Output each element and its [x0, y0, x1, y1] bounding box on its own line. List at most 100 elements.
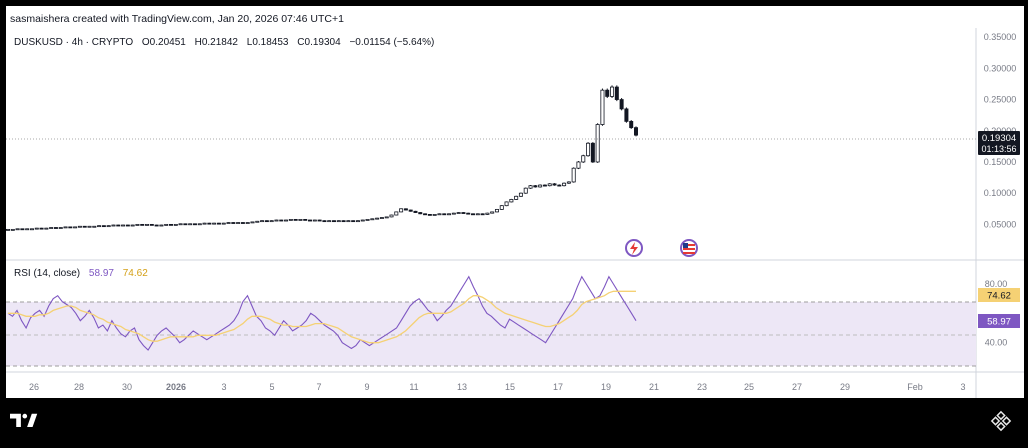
- candle-body: [53, 227, 58, 229]
- candle-body: [370, 218, 375, 221]
- candle-body: [394, 211, 399, 216]
- candle-body: [542, 184, 547, 187]
- candle-body: [494, 209, 499, 213]
- candle-body: [490, 211, 495, 214]
- candle-body: [379, 217, 384, 219]
- legend-low-label: L: [247, 37, 253, 48]
- candle-body: [77, 225, 82, 228]
- rsi-ma-line: [8, 290, 636, 344]
- candlestick-series: [6, 85, 639, 231]
- candle-body: [97, 225, 102, 228]
- tradingview-logo[interactable]: [10, 411, 44, 429]
- candle-body: [164, 223, 169, 226]
- candle-body: [58, 227, 63, 229]
- candle-body: [125, 224, 130, 227]
- candle-body: [331, 220, 336, 223]
- candle-body: [101, 225, 106, 228]
- candle-body: [341, 220, 346, 223]
- time-tick-label: 28: [74, 382, 84, 392]
- candle-body: [528, 185, 533, 189]
- time-tick-label: 5: [269, 382, 274, 392]
- candle-body: [255, 220, 260, 223]
- time-tick-label: Feb: [907, 382, 923, 392]
- event-us-flag-icon[interactable]: [680, 239, 698, 257]
- candle-body: [303, 218, 308, 221]
- legend-close: 0.19304: [305, 37, 342, 48]
- rsi-value: 58.97: [89, 268, 114, 279]
- candle-body: [274, 219, 279, 222]
- candle-body: [509, 199, 514, 203]
- price-pane[interactable]: 0.35000 0.30000 0.25000 0.20000 0.15000 0.100…: [6, 28, 1024, 398]
- candle-body: [595, 124, 600, 163]
- candle-body: [149, 223, 154, 226]
- legend-open-label: O: [142, 37, 150, 48]
- rsi-ma-badge: 74.62: [978, 288, 1020, 302]
- candle-body: [336, 220, 341, 223]
- price-tick-label: 0.35000: [984, 32, 1017, 42]
- candle-body: [202, 222, 207, 225]
- rsi-axis[interactable]: 80.00 40.00: [985, 279, 1008, 348]
- candle-body: [466, 212, 471, 215]
- rsi-ma-badge-value: 74.62: [987, 291, 1011, 302]
- legend-symbol: DUSKUSD · 4h · CRYPTO: [14, 37, 133, 48]
- candle-body: [236, 222, 241, 224]
- candle-body: [240, 222, 245, 224]
- candle-body: [192, 223, 197, 226]
- candle-body: [518, 192, 523, 197]
- candle-body: [576, 161, 581, 169]
- candle-body: [403, 208, 408, 211]
- candle-body: [346, 220, 351, 223]
- price-axis[interactable]: 0.35000 0.30000 0.25000 0.20000 0.15000 0.100…: [984, 32, 1017, 229]
- candle-body: [590, 142, 595, 163]
- candle-body: [351, 220, 356, 223]
- rsi-line: [7, 275, 637, 351]
- candle-body: [87, 225, 92, 228]
- candle-body: [29, 228, 34, 231]
- candle-body: [216, 222, 221, 225]
- candle-body: [68, 226, 73, 229]
- candle-body: [82, 225, 87, 228]
- candle-body: [231, 222, 236, 224]
- candle-body: [207, 222, 212, 225]
- rsi-legend: RSI (14, close) 58.97 74.62: [14, 268, 148, 279]
- candle-body: [312, 219, 317, 222]
- legend-low: 0.18453: [252, 37, 289, 48]
- candle-body: [6, 228, 11, 231]
- candle-body: [245, 222, 250, 224]
- candle-body: [634, 127, 639, 136]
- candle-body: [538, 184, 543, 188]
- candle-body: [327, 220, 332, 223]
- event-lightning-icon[interactable]: [625, 239, 643, 257]
- candle-body: [226, 222, 231, 224]
- legend-change: −0.01154 (−5.64%): [349, 37, 434, 48]
- candle-body: [566, 181, 571, 184]
- candle-body: [375, 217, 380, 220]
- snapshot-header: sasmaishera created with TradingView.com…: [10, 13, 344, 25]
- last-price-value: 0.19304: [982, 133, 1016, 144]
- time-tick-label: 23: [697, 382, 707, 392]
- price-tick-label: 0.10000: [984, 188, 1017, 198]
- candle-body: [212, 222, 217, 225]
- candle-body: [523, 187, 528, 194]
- watermark: [990, 410, 1018, 432]
- candle-body: [571, 167, 576, 183]
- candle-body: [384, 216, 389, 219]
- candle-body: [154, 224, 159, 227]
- time-tick-label: 21: [649, 382, 659, 392]
- candle-body: [92, 225, 97, 228]
- time-tick-label: 25: [744, 382, 754, 392]
- rsi-pane[interactable]: 80.00 40.00: [6, 275, 1008, 367]
- candle-body: [106, 225, 111, 228]
- candle-body: [173, 223, 178, 226]
- candle-body: [178, 223, 183, 226]
- rsi-badge-value: 58.97: [987, 317, 1011, 328]
- candle-body: [624, 108, 629, 122]
- rsi-title: RSI (14, close): [14, 268, 80, 279]
- candle-body: [586, 142, 591, 157]
- candle-body: [365, 218, 370, 221]
- candle-body: [619, 99, 624, 110]
- candle-body: [423, 213, 428, 216]
- time-axis[interactable]: 26 28 30 2026 3 5 7 9 11 13 15 17 19 21 23 25 27 29 Feb 3: [29, 382, 966, 392]
- candle-body: [130, 224, 135, 227]
